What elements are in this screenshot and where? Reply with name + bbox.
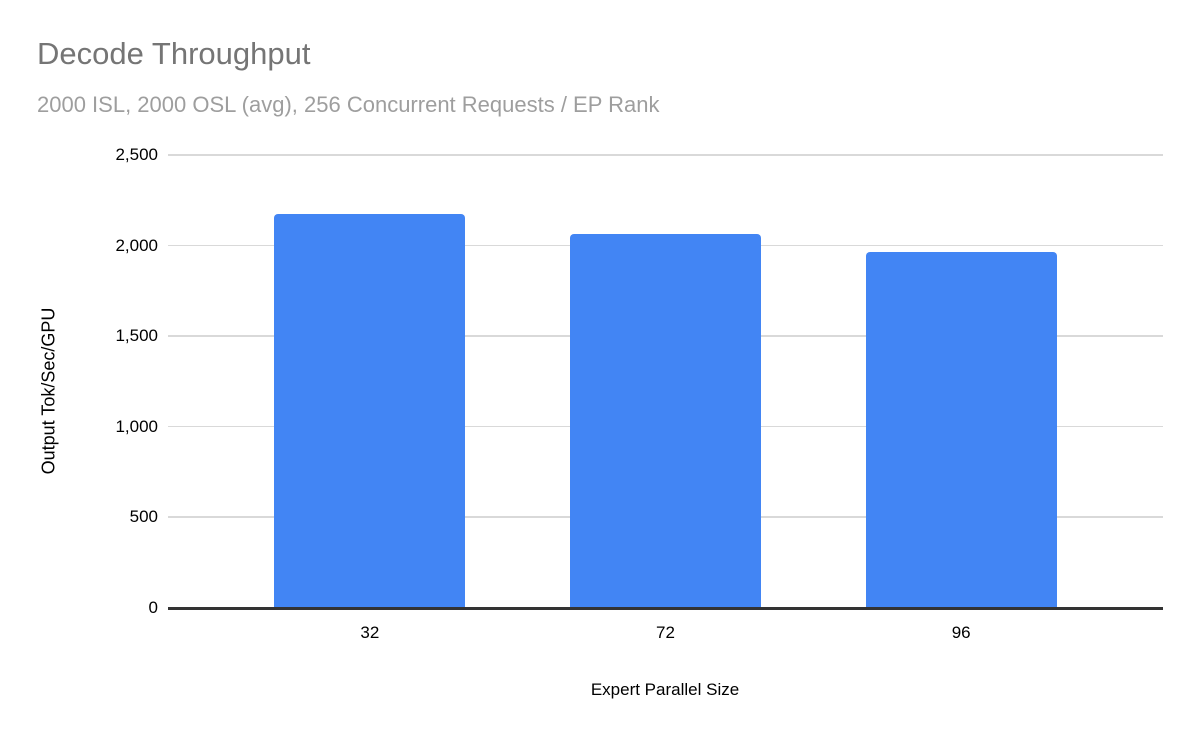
chart-title: Decode Throughput [37, 36, 311, 71]
gridline [168, 154, 1163, 156]
y-tick-label: 2,500 [115, 145, 158, 164]
y-tick-label: 1,500 [115, 326, 158, 346]
plot-area [168, 154, 1163, 610]
x-axis-title: Expert Parallel Size [590, 680, 740, 699]
bar-ep-96 [865, 251, 1057, 608]
y-tick-label: 2,000 [115, 235, 158, 255]
y-axis-title: Output Tok/Sec/GPU [38, 307, 59, 475]
y-tick-label: 500 [129, 507, 158, 527]
y-tick-label: 1,000 [115, 416, 158, 436]
bar-ep-32 [274, 213, 466, 608]
x-axis-line [168, 607, 1163, 610]
chart-subtitle: 2000 ISL, 2000 OSL (avg), 256 Concurrent… [37, 92, 660, 117]
bar-ep-72 [570, 233, 761, 608]
x-tick-label: 96 [951, 623, 971, 642]
x-tick-label: 32 [360, 623, 380, 642]
x-tick-label: 72 [656, 623, 675, 642]
y-tick-label: 0 [148, 598, 158, 617]
